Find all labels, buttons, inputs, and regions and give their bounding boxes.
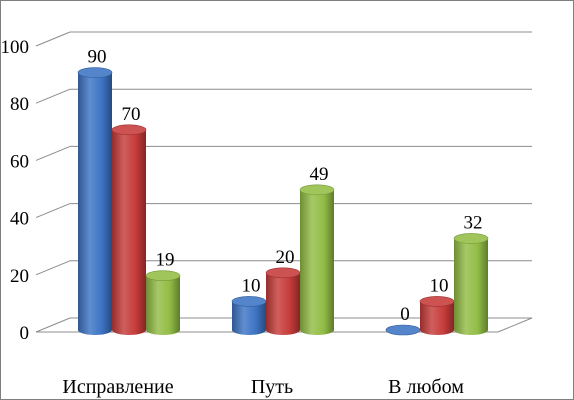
- bar: [111, 124, 147, 335]
- data-label: 0: [400, 304, 410, 325]
- gridline-depth: [35, 203, 71, 219]
- y-tick-label: 0: [20, 323, 30, 344]
- bar: [299, 184, 335, 335]
- bar-body: [420, 301, 454, 335]
- category-label: Путь: [251, 376, 293, 398]
- gridline-depth: [35, 260, 71, 276]
- bar-body: [112, 129, 146, 335]
- data-label: 32: [464, 212, 483, 233]
- bar: [145, 270, 181, 335]
- y-tick-label: 20: [10, 266, 29, 287]
- data-label: 10: [242, 275, 261, 296]
- bar-body: [146, 275, 180, 335]
- bar: [419, 296, 455, 335]
- y-tick-label: 60: [10, 151, 29, 172]
- bar-body: [300, 189, 334, 335]
- bar-cap: [145, 270, 181, 281]
- bar-body: [266, 272, 300, 335]
- bar-cap: [77, 67, 113, 78]
- gridline-depth: [35, 88, 71, 104]
- y-tick-label: 100: [1, 37, 30, 58]
- bar: [231, 296, 267, 335]
- data-label: 70: [122, 104, 141, 125]
- bar: [385, 324, 421, 336]
- bar-body: [454, 238, 488, 335]
- y-tick-label: 80: [10, 94, 29, 115]
- data-label: 49: [310, 164, 329, 185]
- labels: 0 20 40 60 80 100 90 70 19 Исправление 10 20 49 Путь 0…: [1, 37, 483, 398]
- gridline-depth: [35, 145, 71, 161]
- bar-body: [78, 72, 112, 335]
- bar-body: [232, 301, 266, 335]
- bar-cap: [419, 296, 455, 307]
- category-label: В любом: [388, 376, 464, 398]
- bar: [265, 267, 301, 335]
- category-label: Исправление: [62, 376, 173, 398]
- bar-cap: [231, 296, 267, 307]
- bar-cap: [111, 124, 147, 136]
- data-label: 20: [276, 247, 295, 268]
- bar-cap: [385, 324, 421, 336]
- bar: [453, 233, 489, 335]
- data-label: 19: [156, 250, 175, 271]
- bar-cap: [299, 184, 335, 196]
- bar-cap: [453, 233, 489, 244]
- bars: [77, 67, 489, 336]
- gridline-depth: [35, 31, 71, 47]
- bar: [77, 67, 113, 335]
- floor-right-edge: [497, 317, 533, 333]
- y-tick-label: 40: [10, 209, 29, 230]
- gridline-depth: [35, 317, 71, 333]
- data-label: 90: [88, 47, 107, 68]
- bar-cap: [265, 267, 301, 279]
- data-label: 10: [430, 275, 449, 296]
